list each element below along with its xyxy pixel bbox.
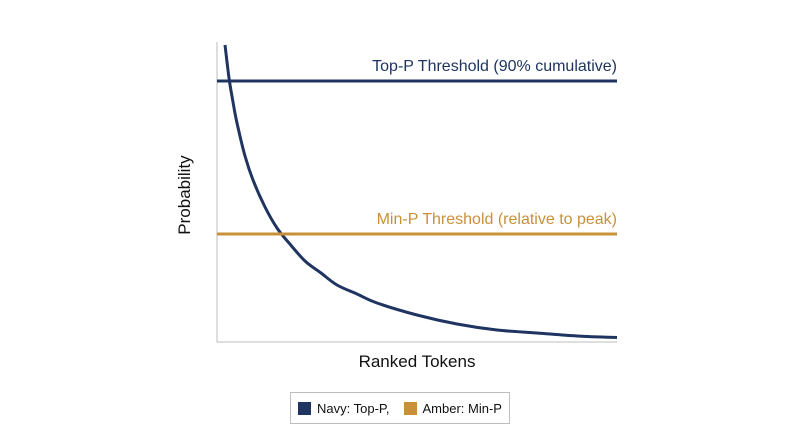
y-axis-label: Probability: [175, 155, 194, 235]
legend-label-min-p: Amber: Min-P: [422, 400, 502, 416]
x-axis-label: Ranked Tokens: [358, 352, 476, 371]
legend-item-min-p: Amber: Min-P: [403, 400, 502, 416]
probability-curve: [223, 44, 618, 339]
legend-swatch-navy: [298, 401, 311, 415]
min-p-threshold-label: Min-P Threshold (relative to peak): [377, 211, 617, 228]
legend: Navy: Top-P, Amber: Min-P: [290, 392, 510, 424]
top-p-threshold-label: Top-P Threshold (90% cumulative): [372, 58, 617, 75]
legend-swatch-amber: [403, 401, 417, 415]
legend-label-top-p: Navy: Top-P,: [317, 400, 390, 416]
legend-item-top-p: Navy: Top-P,: [298, 401, 390, 416]
